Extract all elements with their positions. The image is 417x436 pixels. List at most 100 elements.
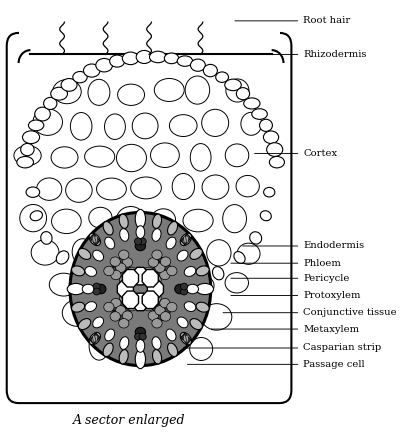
Ellipse shape (151, 143, 179, 167)
Ellipse shape (72, 239, 93, 265)
Ellipse shape (185, 76, 210, 104)
Ellipse shape (148, 271, 158, 280)
Ellipse shape (166, 237, 176, 249)
Ellipse shape (151, 209, 176, 231)
Ellipse shape (116, 270, 144, 292)
Ellipse shape (111, 267, 120, 275)
Ellipse shape (151, 275, 161, 285)
Ellipse shape (83, 64, 100, 77)
Ellipse shape (196, 302, 209, 312)
Ellipse shape (135, 350, 146, 369)
Ellipse shape (49, 273, 78, 296)
Text: Passage cell: Passage cell (187, 360, 365, 369)
Ellipse shape (65, 178, 92, 202)
Ellipse shape (213, 266, 224, 280)
Ellipse shape (41, 232, 52, 244)
Ellipse shape (190, 275, 214, 296)
Ellipse shape (158, 258, 166, 265)
Ellipse shape (162, 307, 171, 315)
Ellipse shape (152, 250, 162, 259)
Polygon shape (132, 267, 148, 285)
Ellipse shape (26, 187, 40, 198)
Ellipse shape (190, 337, 213, 361)
Ellipse shape (116, 306, 126, 315)
Ellipse shape (158, 301, 166, 309)
Ellipse shape (105, 329, 115, 341)
Ellipse shape (196, 266, 209, 276)
Ellipse shape (181, 288, 188, 295)
Ellipse shape (152, 267, 161, 275)
Text: Conjunctive tissue: Conjunctive tissue (223, 308, 397, 317)
Ellipse shape (121, 263, 130, 271)
Ellipse shape (260, 211, 271, 221)
Ellipse shape (148, 298, 158, 307)
Ellipse shape (93, 317, 103, 328)
Text: Phloem: Phloem (231, 259, 341, 268)
Ellipse shape (167, 302, 177, 312)
Ellipse shape (105, 114, 126, 140)
Ellipse shape (136, 339, 145, 352)
Ellipse shape (225, 144, 249, 167)
Ellipse shape (131, 283, 142, 297)
Polygon shape (132, 293, 148, 311)
Ellipse shape (135, 333, 142, 340)
Ellipse shape (177, 250, 188, 261)
Ellipse shape (28, 120, 44, 131)
Ellipse shape (187, 284, 198, 294)
Polygon shape (142, 269, 158, 287)
Ellipse shape (135, 241, 146, 251)
Ellipse shape (20, 204, 47, 232)
Ellipse shape (51, 147, 78, 168)
Ellipse shape (99, 306, 127, 329)
Bar (19, 29, 279, 63)
Ellipse shape (136, 226, 145, 238)
Ellipse shape (250, 232, 262, 244)
Ellipse shape (61, 78, 77, 91)
Ellipse shape (190, 249, 202, 259)
Ellipse shape (56, 251, 69, 264)
Ellipse shape (111, 270, 121, 280)
Text: Pericycle: Pericycle (231, 274, 349, 283)
Ellipse shape (138, 242, 158, 262)
Ellipse shape (164, 53, 179, 64)
Ellipse shape (139, 238, 146, 245)
Ellipse shape (172, 174, 195, 200)
Ellipse shape (139, 333, 146, 340)
Ellipse shape (33, 109, 63, 135)
Ellipse shape (161, 283, 170, 297)
Ellipse shape (103, 343, 113, 357)
Ellipse shape (184, 266, 196, 276)
Ellipse shape (89, 333, 100, 345)
Ellipse shape (151, 293, 161, 303)
Ellipse shape (62, 300, 93, 326)
Ellipse shape (167, 266, 177, 276)
Ellipse shape (122, 311, 133, 320)
Ellipse shape (155, 263, 165, 272)
Ellipse shape (82, 284, 94, 294)
Ellipse shape (89, 207, 112, 228)
Ellipse shape (104, 266, 114, 276)
Ellipse shape (168, 343, 178, 357)
Ellipse shape (96, 178, 126, 200)
Ellipse shape (37, 178, 62, 201)
Ellipse shape (93, 283, 100, 290)
Ellipse shape (118, 301, 126, 309)
Ellipse shape (153, 214, 162, 228)
Ellipse shape (85, 266, 96, 276)
Ellipse shape (14, 146, 41, 166)
Ellipse shape (160, 298, 170, 308)
Text: Rhizodermis: Rhizodermis (243, 50, 367, 59)
Ellipse shape (116, 207, 145, 234)
Ellipse shape (122, 52, 139, 65)
Ellipse shape (118, 319, 129, 328)
Ellipse shape (111, 303, 120, 311)
Ellipse shape (111, 310, 120, 318)
Ellipse shape (23, 131, 40, 143)
Ellipse shape (110, 55, 125, 67)
Ellipse shape (266, 143, 283, 157)
Ellipse shape (168, 221, 178, 235)
Bar (90, 333, 100, 344)
Ellipse shape (264, 131, 279, 143)
Ellipse shape (241, 112, 262, 135)
Ellipse shape (202, 175, 229, 199)
